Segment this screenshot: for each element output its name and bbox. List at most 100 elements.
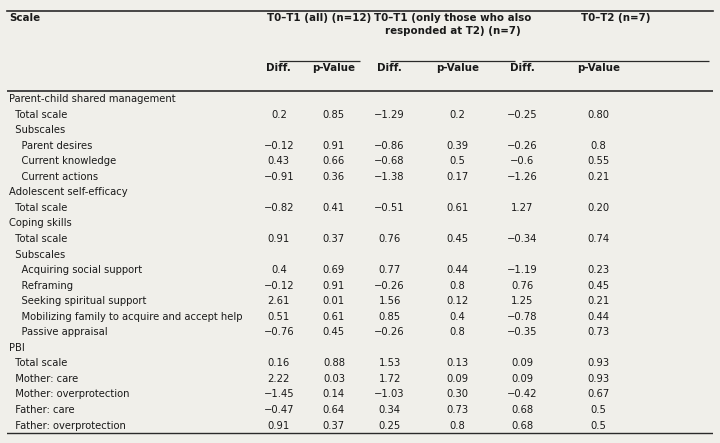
Text: Seeking spiritual support: Seeking spiritual support	[9, 296, 147, 306]
Text: 0.09: 0.09	[511, 374, 534, 384]
Text: p-Value: p-Value	[312, 63, 356, 73]
Text: 0.68: 0.68	[511, 420, 534, 431]
Text: Diff.: Diff.	[266, 63, 291, 73]
Text: p-Value: p-Value	[577, 63, 620, 73]
Text: 0.17: 0.17	[446, 172, 469, 182]
Text: 0.91: 0.91	[323, 280, 345, 291]
Text: −0.26: −0.26	[374, 280, 405, 291]
Text: 0.74: 0.74	[588, 234, 610, 244]
Text: 0.55: 0.55	[588, 156, 610, 166]
Text: Current actions: Current actions	[9, 172, 99, 182]
Text: 0.93: 0.93	[588, 358, 610, 369]
Text: 0.2: 0.2	[449, 109, 465, 120]
Text: 0.01: 0.01	[323, 296, 345, 306]
Text: Mobilizing family to acquire and accept help: Mobilizing family to acquire and accept …	[9, 312, 243, 322]
Text: 1.56: 1.56	[379, 296, 401, 306]
Text: 0.45: 0.45	[588, 280, 610, 291]
Text: 0.41: 0.41	[323, 203, 345, 213]
Text: 0.16: 0.16	[268, 358, 290, 369]
Text: −0.68: −0.68	[374, 156, 405, 166]
Text: 0.8: 0.8	[590, 141, 606, 151]
Text: 0.73: 0.73	[588, 327, 610, 337]
Text: −0.26: −0.26	[507, 141, 538, 151]
Text: 0.09: 0.09	[511, 358, 534, 369]
Text: 0.43: 0.43	[268, 156, 290, 166]
Text: Adolescent self-efficacy: Adolescent self-efficacy	[9, 187, 128, 197]
Text: 0.88: 0.88	[323, 358, 345, 369]
Text: 0.91: 0.91	[323, 141, 345, 151]
Text: 0.44: 0.44	[446, 265, 469, 275]
Text: 0.37: 0.37	[323, 420, 345, 431]
Text: 0.77: 0.77	[379, 265, 401, 275]
Text: Subscales: Subscales	[9, 125, 66, 135]
Text: 0.80: 0.80	[588, 109, 610, 120]
Text: 1.25: 1.25	[511, 296, 534, 306]
Text: p-Value: p-Value	[436, 63, 479, 73]
Text: 0.39: 0.39	[446, 141, 469, 151]
Text: 0.61: 0.61	[446, 203, 469, 213]
Text: Scale: Scale	[9, 13, 40, 23]
Text: 0.23: 0.23	[588, 265, 610, 275]
Text: 0.5: 0.5	[590, 420, 606, 431]
Text: 0.51: 0.51	[268, 312, 290, 322]
Text: Mother: overprotection: Mother: overprotection	[9, 389, 130, 400]
Text: 0.85: 0.85	[379, 312, 401, 322]
Text: 2.61: 2.61	[268, 296, 290, 306]
Text: −1.19: −1.19	[507, 265, 538, 275]
Text: 0.09: 0.09	[446, 374, 469, 384]
Text: Total scale: Total scale	[9, 358, 68, 369]
Text: 2.22: 2.22	[268, 374, 290, 384]
Text: 0.25: 0.25	[379, 420, 401, 431]
Text: −0.82: −0.82	[264, 203, 294, 213]
Text: 0.21: 0.21	[588, 296, 610, 306]
Text: −0.34: −0.34	[507, 234, 537, 244]
Text: −1.03: −1.03	[374, 389, 405, 400]
Text: 0.67: 0.67	[588, 389, 610, 400]
Text: 0.5: 0.5	[449, 156, 465, 166]
Text: −0.42: −0.42	[507, 389, 538, 400]
Text: Diff.: Diff.	[510, 63, 535, 73]
Text: Total scale: Total scale	[9, 234, 68, 244]
Text: 0.5: 0.5	[590, 405, 606, 415]
Text: Father: care: Father: care	[9, 405, 75, 415]
Text: −0.91: −0.91	[264, 172, 294, 182]
Text: −0.25: −0.25	[507, 109, 538, 120]
Text: 0.21: 0.21	[588, 172, 610, 182]
Text: 0.8: 0.8	[449, 420, 465, 431]
Text: −0.6: −0.6	[510, 156, 534, 166]
Text: 0.61: 0.61	[323, 312, 345, 322]
Text: T0–T1 (all) (n=12): T0–T1 (all) (n=12)	[267, 13, 372, 23]
Text: 0.69: 0.69	[323, 265, 345, 275]
Text: 0.8: 0.8	[449, 280, 465, 291]
Text: 0.91: 0.91	[268, 420, 290, 431]
Text: 0.12: 0.12	[446, 296, 469, 306]
Text: Reframing: Reframing	[9, 280, 73, 291]
Text: −0.47: −0.47	[264, 405, 294, 415]
Text: Acquiring social support: Acquiring social support	[9, 265, 143, 275]
Text: 0.76: 0.76	[379, 234, 401, 244]
Text: −1.26: −1.26	[507, 172, 538, 182]
Text: −0.78: −0.78	[507, 312, 538, 322]
Text: 0.4: 0.4	[449, 312, 465, 322]
Text: 1.27: 1.27	[511, 203, 534, 213]
Text: −0.12: −0.12	[264, 141, 294, 151]
Text: −0.76: −0.76	[264, 327, 294, 337]
Text: 0.44: 0.44	[588, 312, 610, 322]
Text: Diff.: Diff.	[377, 63, 402, 73]
Text: 0.93: 0.93	[588, 374, 610, 384]
Text: 0.73: 0.73	[446, 405, 469, 415]
Text: Parent desires: Parent desires	[9, 141, 93, 151]
Text: Mother: care: Mother: care	[9, 374, 78, 384]
Text: Current knowledge: Current knowledge	[9, 156, 117, 166]
Text: −1.45: −1.45	[264, 389, 294, 400]
Text: Father: overprotection: Father: overprotection	[9, 420, 126, 431]
Text: Total scale: Total scale	[9, 203, 68, 213]
Text: −0.86: −0.86	[374, 141, 405, 151]
Text: Total scale: Total scale	[9, 109, 68, 120]
Text: 0.45: 0.45	[446, 234, 469, 244]
Text: 0.64: 0.64	[323, 405, 345, 415]
Text: 0.14: 0.14	[323, 389, 345, 400]
Text: Passive appraisal: Passive appraisal	[9, 327, 108, 337]
Text: Coping skills: Coping skills	[9, 218, 72, 229]
Text: 0.03: 0.03	[323, 374, 345, 384]
